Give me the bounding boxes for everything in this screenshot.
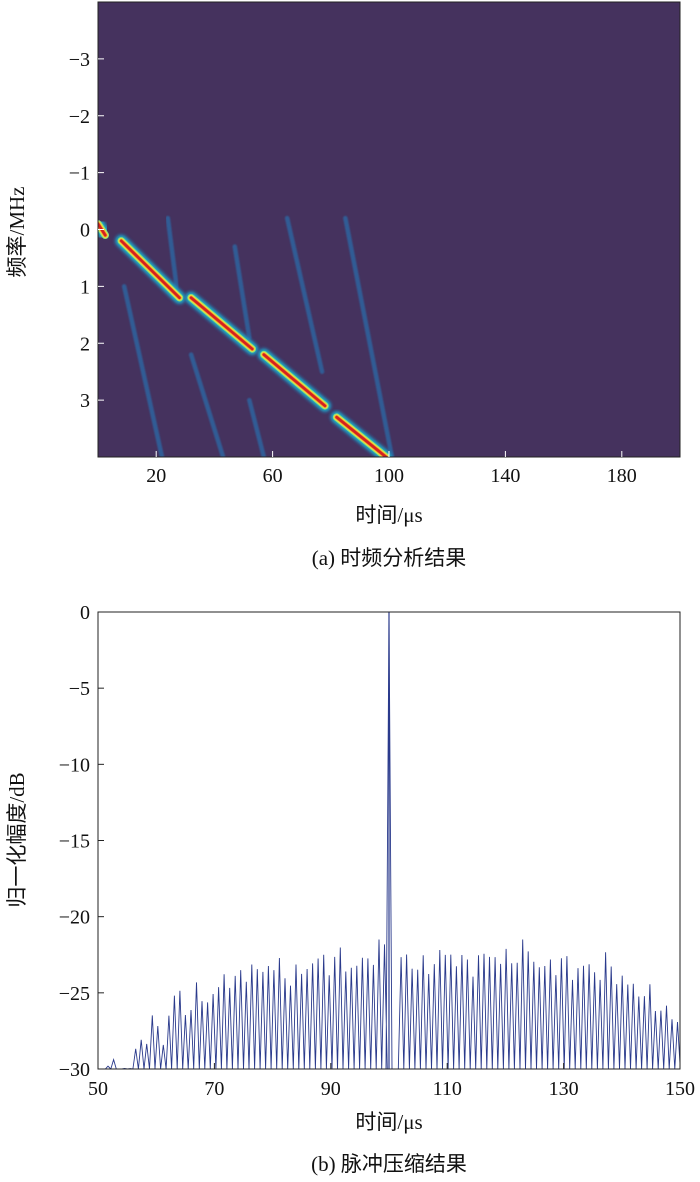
heatmap-y-tick-labels: −3 −2 −1 0 1 2 3	[69, 49, 90, 412]
plot-b-y-tick-labels: 0 −5 −10 −15 −20 −25 −30	[59, 602, 90, 1081]
heatmap-x-tick-label-20: 20	[146, 465, 166, 487]
faint-trace-3	[165, 215, 179, 289]
heatmap-y-tick-label-1: 1	[80, 276, 90, 298]
faint-trace-1	[188, 352, 226, 457]
plot-b-y-tick-label--30: −30	[59, 1059, 90, 1081]
heatmap-y-tick-label-3: 3	[80, 390, 90, 412]
heatmap-y-tick-label--3: −3	[69, 49, 90, 71]
plot-b-y-tick-label--25: −25	[59, 983, 90, 1005]
plot-b-x-tick-label-70: 70	[204, 1078, 224, 1100]
panel-b-caption: (b) 脉冲压缩结果	[311, 1152, 467, 1176]
heatmap-y-axis-label: 频率/MHz	[5, 187, 29, 278]
plot-b-y-tick-label--20: −20	[59, 907, 90, 929]
plot-b-x-tick-label-90: 90	[321, 1078, 341, 1100]
heatmap-x-tick-labels: 20 60 100 140 180	[146, 465, 637, 487]
faint-trace-4	[232, 244, 252, 340]
faint-trace-5	[284, 215, 325, 374]
chirp-segment-2-layer-5	[189, 296, 254, 351]
plot-b-x-tick-label-150: 150	[665, 1078, 695, 1100]
plot-b-ticks	[97, 611, 681, 1070]
plot-b-y-axis-label: 归一化幅度/dB	[5, 772, 29, 907]
plot-b-y-tick-label--10: −10	[59, 754, 90, 776]
plot-b-x-tick-label-50: 50	[88, 1078, 108, 1100]
heatmap-panel: 20 60 100 140 180 −3 −2 −1 0 1 2 3 时间/μs 频率/MHz (a…	[5, 1, 681, 570]
heatmap-y-tick-label-0: 0	[80, 220, 90, 242]
panel-a-caption: (a) 时频分析结果	[312, 546, 467, 570]
plot-b-x-tick-label-130: 130	[549, 1078, 579, 1100]
heatmap-x-tick-label-100: 100	[374, 465, 404, 487]
faint-trace-6	[343, 215, 395, 457]
heatmap-y-tick-label-2: 2	[80, 333, 90, 355]
plot-b-x-tick-labels: 50 70 90 110 130 150	[88, 1078, 695, 1100]
heatmap-ticks	[98, 58, 623, 457]
heatmap-x-axis-label: 时间/μs	[355, 503, 422, 527]
chirp-segment-1	[114, 234, 186, 305]
chirp-segment-4	[330, 410, 393, 457]
pulse-compression-line	[99, 612, 680, 1069]
plot-b-y-tick-label-0: 0	[80, 602, 90, 624]
chirp-segment-3-layer-5	[262, 353, 327, 408]
chirp-segment-1-layer-5	[119, 239, 181, 300]
heatmap-background	[98, 2, 680, 457]
plot-b-y-tick-label--15: −15	[59, 831, 90, 853]
faint-trace-2	[247, 397, 267, 457]
chirp-segment-4-layer-5	[335, 415, 388, 457]
heatmap-x-tick-label-180: 180	[607, 465, 637, 487]
heatmap-x-tick-label-60: 60	[263, 465, 283, 487]
chirp-segment-2	[184, 291, 259, 356]
chirp-segment-3	[257, 348, 332, 413]
heatmap-x-tick-label-140: 140	[490, 465, 520, 487]
plot-b-x-tick-label-110: 110	[433, 1078, 462, 1100]
plot-b-x-axis-label: 时间/μs	[355, 1110, 422, 1134]
pulse-compression-panel: 50 70 90 110 130 150 0 −5 −10 −15 −20 −25 −30 时间/μs…	[5, 602, 695, 1176]
faint-traces	[121, 215, 395, 457]
plot-b-y-tick-label--5: −5	[69, 678, 90, 700]
faint-trace-0	[121, 284, 165, 457]
heatmap-y-tick-label--2: −2	[69, 106, 90, 128]
heatmap-y-tick-label--1: −1	[69, 163, 90, 185]
